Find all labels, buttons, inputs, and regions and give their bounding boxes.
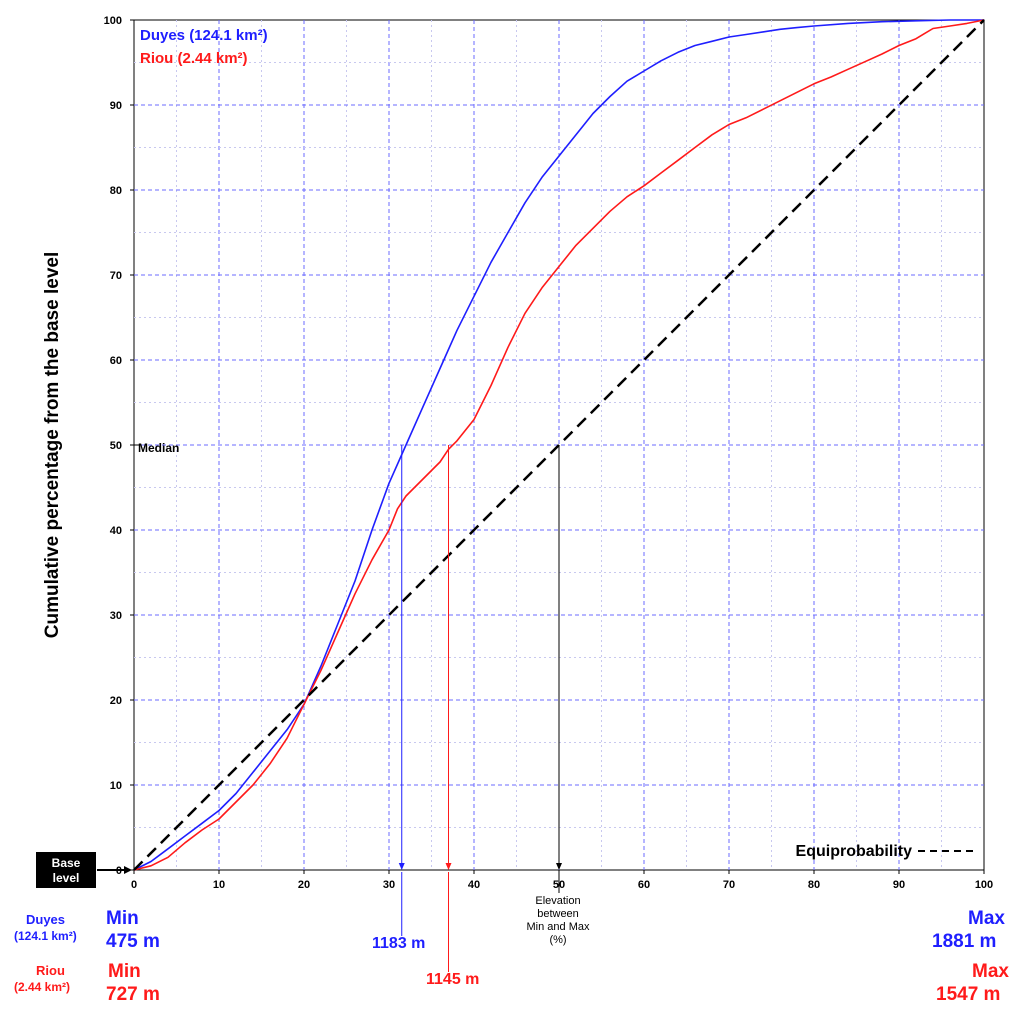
series-line-riou (133, 19, 985, 871)
x-axis-label-1: Elevation (535, 895, 580, 907)
riou-max-label: Max (972, 961, 1009, 982)
base-level-box (36, 852, 96, 888)
y-axis-label: Cumulative percentage from the base leve… (42, 252, 63, 638)
legend-riou: Riou (2.44 km²) (140, 50, 248, 67)
riou-min-value: 727 m (106, 984, 160, 1005)
y-tick-label: 70 (110, 270, 122, 282)
legend-equiprobability: Equiprobability (796, 843, 913, 860)
y-tick-label: 40 (110, 525, 122, 537)
median-marker-equiprobability-arrowhead (556, 863, 562, 870)
riou-max-value: 1547 m (936, 984, 1001, 1005)
duyes-min-value: 475 m (106, 931, 160, 952)
y-tick-label: 10 (110, 780, 122, 792)
x-axis-ticks: 0 10 20 30 40 50 60 70 80 90 100 (131, 870, 993, 891)
y-tick-label: 30 (110, 610, 122, 622)
base-level-arrowhead (124, 866, 132, 874)
legend-duyes: Duyes (124.1 km²) (140, 27, 268, 44)
x-axis-label-4: (%) (549, 934, 566, 946)
x-tick-label: 80 (808, 879, 820, 891)
series-line-equiprobability (133, 19, 985, 871)
riou-name: Riou (36, 963, 65, 978)
median-markers (134, 444, 562, 972)
median-marker-riou-arrowhead (445, 863, 452, 870)
riou-area: (2.44 km²) (14, 980, 71, 994)
series-line-duyes (133, 19, 984, 871)
x-axis-label-3: Min and Max (527, 921, 590, 933)
x-tick-label: 70 (723, 879, 735, 891)
base-level-line-1: Base (52, 856, 81, 870)
x-axis-label-2: between (537, 908, 579, 920)
duyes-area: (124.1 km²) (14, 929, 77, 943)
y-tick-label: 20 (110, 695, 122, 707)
duyes-name: Duyes (26, 912, 66, 927)
x-tick-label: 10 (213, 879, 225, 891)
x-tick-label: 0 (131, 879, 137, 891)
y-tick-label: 90 (110, 100, 122, 112)
riou-median-value: 1145 m (426, 971, 480, 988)
y-tick-label: 100 (104, 15, 122, 27)
base-level-line-2: level (53, 871, 80, 885)
duyes-max-label: Max (968, 908, 1005, 929)
x-tick-label: 20 (298, 879, 310, 891)
y-tick-label: 50 (110, 440, 122, 452)
y-tick-label: 60 (110, 355, 122, 367)
duyes-median-value: 1183 m (372, 935, 426, 952)
x-tick-label: 30 (383, 879, 395, 891)
riou-min-label: Min (108, 961, 141, 982)
median-marker-duyes-arrowhead (398, 863, 405, 870)
x-tick-label: 60 (638, 879, 650, 891)
x-tick-label: 90 (893, 879, 905, 891)
y-tick-label: 80 (110, 185, 122, 197)
duyes-min-label: Min (106, 908, 139, 929)
duyes-max-value: 1881 m (932, 931, 997, 952)
x-tick-label: 100 (975, 879, 993, 891)
x-tick-label: 40 (468, 879, 480, 891)
series-lines (133, 19, 985, 871)
median-label: Median (138, 441, 179, 455)
